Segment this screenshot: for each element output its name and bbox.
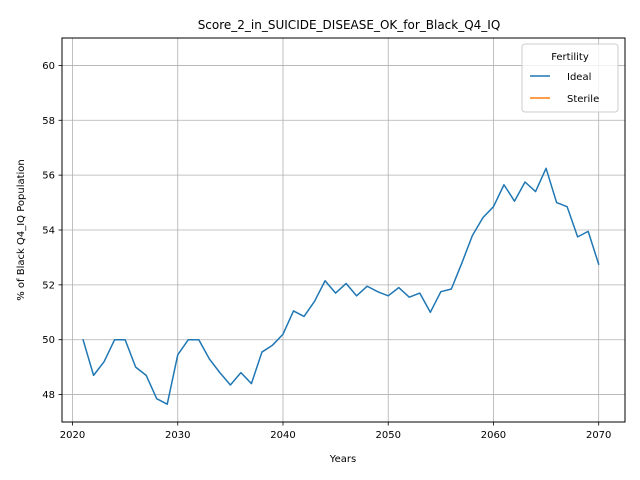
legend: Fertility Ideal Sterile (521, 43, 619, 113)
x-tick-label: 2060 (481, 430, 506, 441)
y-tick-label: 48 (42, 390, 55, 401)
y-tick-label: 58 (42, 116, 55, 127)
legend-label-sterile: Sterile (567, 94, 599, 105)
grid (62, 38, 625, 422)
x-tick-label: 2040 (270, 430, 295, 441)
x-tick-label: 2020 (60, 430, 85, 441)
y-tick-label: 54 (42, 226, 55, 237)
y-tick-label: 52 (42, 280, 55, 291)
y-tick-label: 50 (42, 335, 55, 346)
legend-label-ideal: Ideal (567, 72, 591, 83)
x-tick-label: 2050 (375, 430, 400, 441)
legend-title: Fertility (551, 52, 589, 63)
y-axis-label: % of Black Q4_IQ Population (16, 159, 27, 301)
series-line-ideal (82, 167, 600, 405)
y-tick-label: 60 (42, 61, 55, 72)
ticks: 2020 2030 2040 2050 2060 2070 48 50 52 54 56 58 60 (42, 61, 611, 441)
chart-title: Score_2_in_SUICIDE_DISEASE_OK_for_Black_… (198, 18, 501, 32)
x-axis-label: Years (329, 454, 356, 465)
y-tick-label: 56 (42, 171, 55, 182)
legend-box (521, 43, 619, 113)
series-layer (82, 167, 600, 405)
x-tick-label: 2030 (165, 430, 190, 441)
x-tick-label: 2070 (586, 430, 611, 441)
